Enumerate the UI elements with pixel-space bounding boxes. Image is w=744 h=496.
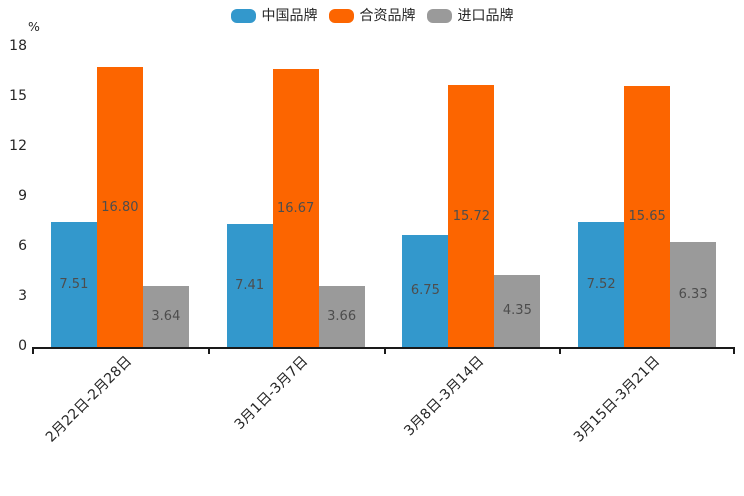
bar-value-label: 16.80 (101, 199, 139, 215)
y-tick-label: 12 (9, 138, 27, 154)
legend-item-label: 中国品牌 (261, 8, 318, 24)
legend-item-1[interactable]: 合资品牌 (328, 8, 416, 24)
legend-marker-icon (426, 9, 452, 23)
bar-series2-cat0[interactable]: 3.64 (142, 286, 189, 347)
x-axis-tick-mark (559, 349, 562, 354)
bar-series0-cat1[interactable]: 7.41 (226, 223, 273, 347)
bar-value-label: 3.64 (151, 309, 181, 325)
x-axis-tick-mark (383, 349, 386, 354)
legend-item-0[interactable]: 中国品牌 (230, 8, 318, 24)
bar-value-label: 6.33 (678, 286, 708, 302)
bar-value-label: 4.35 (502, 303, 532, 319)
bar-series0-cat0[interactable]: 7.51 (50, 221, 97, 347)
legend-item-label: 进口品牌 (457, 8, 514, 24)
bar-series1-cat0[interactable]: 16.80 (96, 67, 143, 347)
y-tick-label: 9 (18, 188, 27, 204)
y-tick-label: 15 (9, 88, 27, 104)
bar-series1-cat1[interactable]: 16.67 (272, 69, 319, 347)
bar-value-label: 7.51 (59, 276, 89, 292)
bar-value-label: 7.52 (586, 276, 616, 292)
bar-value-label: 7.41 (235, 277, 265, 293)
bar-series0-cat3[interactable]: 7.52 (578, 221, 625, 347)
bar-series1-cat2[interactable]: 15.72 (448, 85, 495, 347)
legend-marker-icon (230, 9, 256, 23)
bar-value-label: 16.67 (277, 200, 315, 216)
bar-value-label: 6.75 (410, 283, 440, 299)
bar-value-label: 15.65 (628, 209, 666, 225)
x-tick-label: 2月22日-2月28日 (43, 353, 136, 446)
bar-series0-cat2[interactable]: 6.75 (402, 234, 449, 347)
legend-item-label: 合资品牌 (359, 8, 416, 24)
bar-value-label: 3.66 (327, 309, 357, 324)
y-tick-label: 18 (9, 38, 27, 54)
x-axis-tick-mark (733, 349, 735, 354)
x-tick-label: 3月1日-3月7日 (231, 353, 312, 433)
y-axis-unit-label: % (28, 19, 40, 34)
x-axis-tick-mark (207, 349, 210, 354)
x-tick-label: 3月8日-3月14日 (401, 353, 487, 440)
plot-area: 7.51 16.80 3.64 7.41 16.67 3.66 6.75 15.72 4.35 7… (32, 47, 735, 354)
bar-value-label: 15.72 (452, 208, 490, 224)
legend: 中国品牌 合资品牌 进口品牌 (0, 8, 744, 24)
bar-series2-cat2[interactable]: 4.35 (494, 274, 541, 347)
legend-marker-icon (328, 9, 354, 23)
bar-series2-cat1[interactable]: 3.66 (318, 286, 365, 347)
x-axis-tick-mark (32, 349, 34, 354)
y-tick-label: 0 (18, 338, 27, 354)
bar-series1-cat3[interactable]: 15.65 (624, 86, 671, 347)
legend-item-2[interactable]: 进口品牌 (426, 8, 514, 24)
x-tick-label: 3月15日-3月21日 (570, 353, 663, 446)
bar-series2-cat3[interactable]: 6.33 (670, 241, 717, 347)
y-tick-label: 3 (18, 288, 27, 304)
y-tick-label: 6 (18, 238, 27, 254)
